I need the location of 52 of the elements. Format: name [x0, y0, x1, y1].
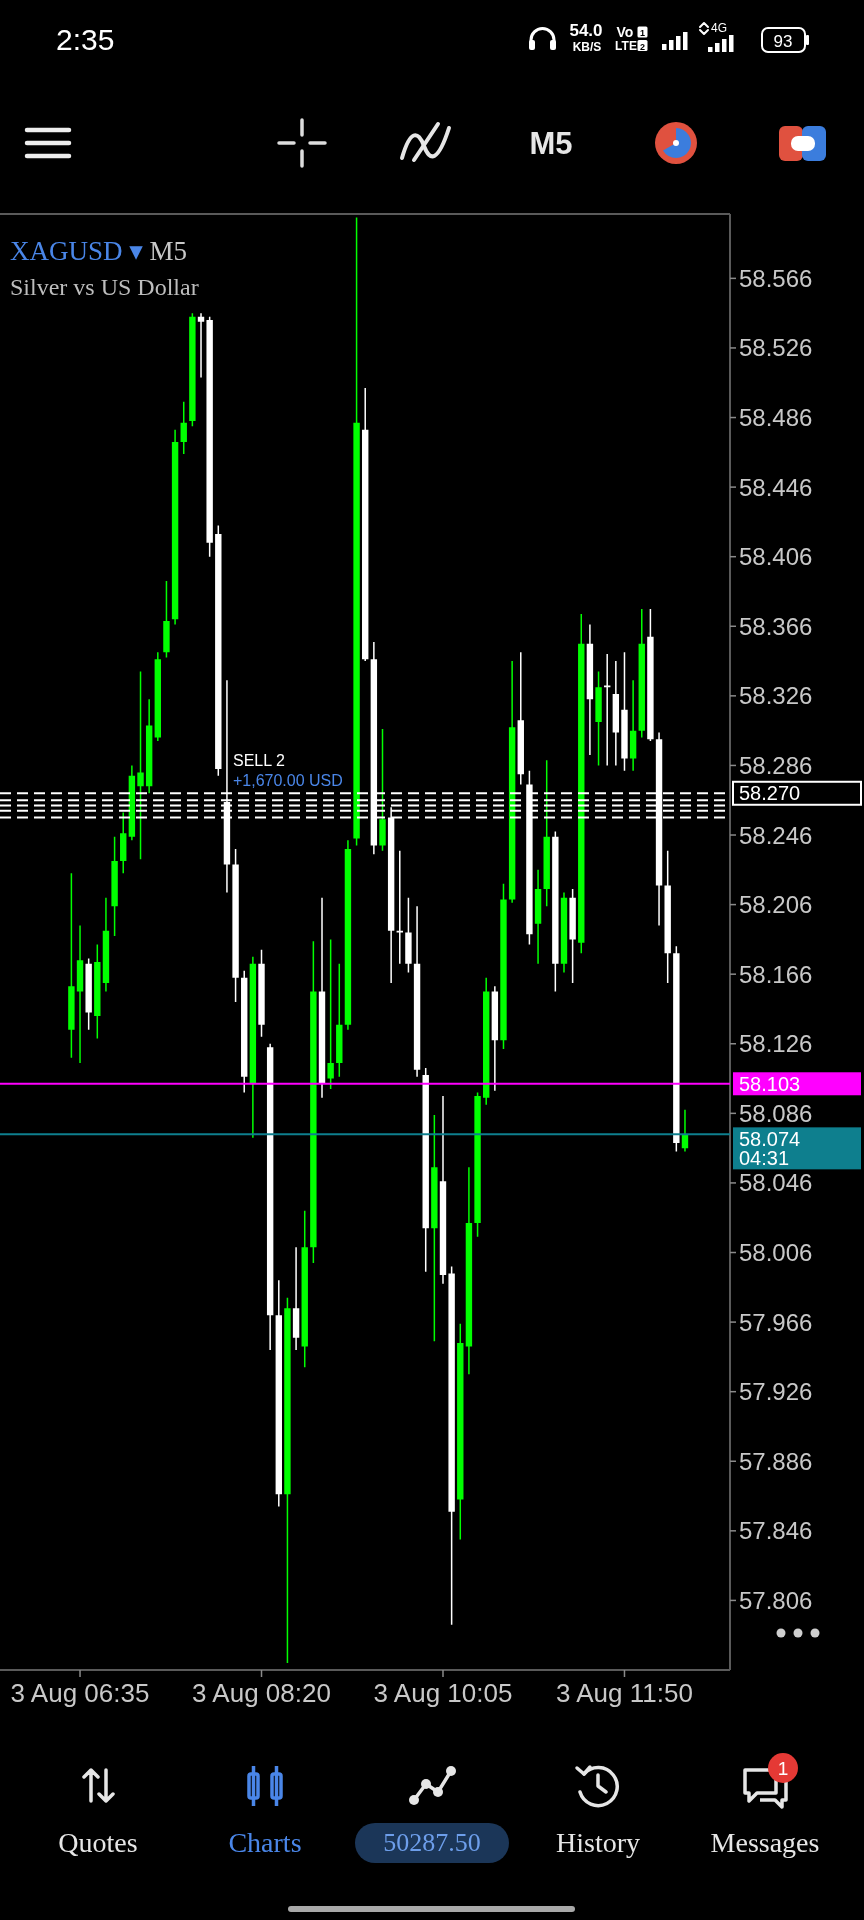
y-tick-label: 58.206	[739, 891, 813, 919]
y-tick-label: 58.086	[739, 1099, 813, 1127]
text: 50287.50	[383, 1828, 481, 1857]
text: Charts	[228, 1827, 302, 1858]
text: 1	[777, 1758, 789, 1779]
candlestick	[76, 925, 84, 1063]
candlestick	[534, 869, 542, 964]
y-tick-label: 57.966	[739, 1308, 813, 1336]
text: XAGUSD ▾ M5	[10, 236, 188, 266]
y-tick-label: 58.446	[739, 473, 813, 501]
candlestick	[629, 680, 637, 771]
y-tick-label: 58.286	[739, 751, 813, 779]
x-tick-label: 3 Aug 08:20	[192, 1678, 331, 1708]
y-tick-label: 58.486	[739, 404, 813, 432]
y-tick-label: 57.886	[739, 1447, 813, 1475]
y-tick-label: 58.566	[739, 264, 813, 292]
text: 54.0	[569, 21, 603, 40]
y-tick-label: 58.246	[739, 821, 813, 849]
y-tick-label: 58.526	[739, 334, 813, 362]
candlestick	[197, 313, 205, 378]
x-tick-label: 3 Aug 11:50	[556, 1678, 693, 1708]
y-tick-label: 58.046	[739, 1169, 813, 1197]
text: Quotes	[58, 1827, 138, 1858]
text: 4G	[710, 21, 728, 35]
text: Silver vs US Dollar	[10, 274, 199, 300]
ref-line-label: 58.270	[739, 782, 801, 805]
y-tick-label: 57.926	[739, 1378, 813, 1406]
text: 2:35	[56, 23, 115, 56]
text: Vo	[616, 24, 634, 40]
text: History	[556, 1827, 640, 1858]
text: LTE	[615, 39, 637, 53]
y-tick-label: 58.366	[739, 612, 813, 640]
y-tick-label: 58.006	[739, 1239, 813, 1267]
x-tick-label: 3 Aug 10:05	[373, 1678, 513, 1708]
x-tick-label: 3 Aug 06:35	[10, 1678, 150, 1708]
y-tick-label: 58.406	[739, 543, 813, 571]
ref-line-label: 58.103	[739, 1072, 801, 1095]
text: KB/S	[572, 40, 602, 54]
y-tick-label: 58.166	[739, 960, 813, 988]
candlestick	[612, 661, 620, 766]
candlestick	[396, 850, 403, 964]
y-tick-label: 57.846	[739, 1517, 813, 1545]
annotation: +1,670.00 USD	[232, 772, 343, 790]
text: 93	[773, 32, 793, 51]
y-tick-label: 58.126	[739, 1030, 813, 1058]
text: Messages	[710, 1827, 820, 1858]
candlestick	[604, 654, 611, 766]
text: M5	[529, 126, 573, 161]
y-tick-label: 57.806	[739, 1586, 813, 1614]
candlestick	[292, 1247, 300, 1350]
y-tick-label: 58.326	[739, 682, 813, 710]
annotation: SELL 2	[232, 752, 285, 770]
